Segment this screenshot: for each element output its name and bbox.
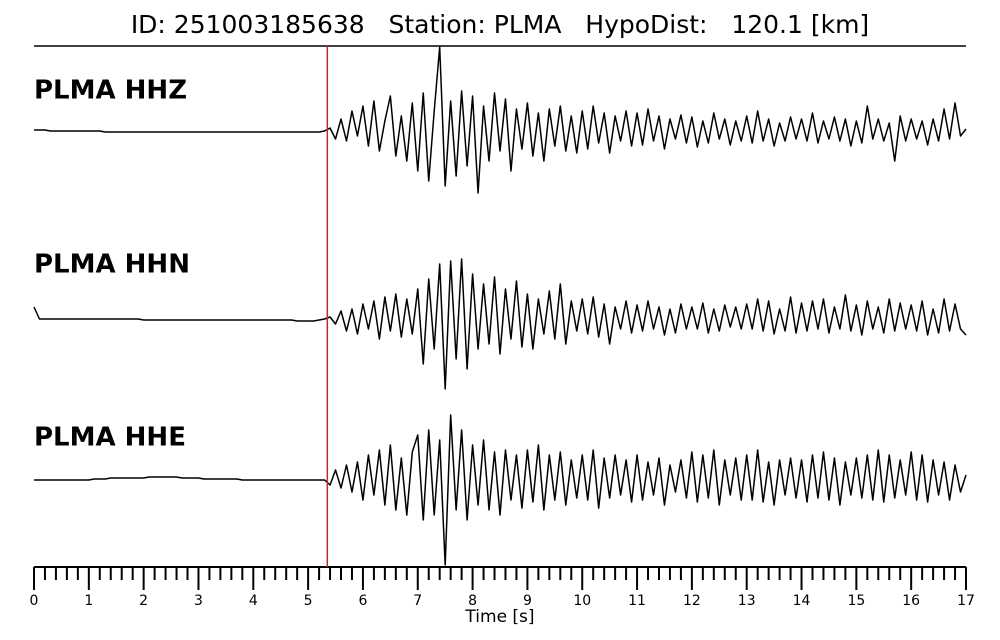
x-tick-label: 8 bbox=[468, 593, 477, 609]
x-tick-label: 14 bbox=[793, 593, 811, 609]
x-tick-label: 5 bbox=[304, 593, 313, 609]
waveform bbox=[33, 258, 967, 390]
x-tick-label: 6 bbox=[358, 593, 367, 609]
trace-label: PLMA HHE bbox=[34, 423, 186, 453]
x-tick-label: 12 bbox=[683, 593, 701, 609]
trace-label: PLMA HHZ bbox=[34, 76, 187, 106]
x-tick-label: 2 bbox=[139, 593, 148, 609]
trace-label: PLMA HHN bbox=[34, 250, 190, 280]
waveform bbox=[34, 414, 967, 566]
x-tick-label: 15 bbox=[847, 593, 865, 609]
x-axis-label: Time [s] bbox=[464, 607, 534, 627]
x-tick-label: 9 bbox=[523, 593, 532, 609]
chart-title: ID: 251003185638 Station: PLMA HypoDist:… bbox=[131, 10, 869, 39]
x-tick-label: 10 bbox=[573, 593, 591, 609]
x-tick-label: 3 bbox=[194, 593, 203, 609]
x-tick-label: 17 bbox=[957, 593, 975, 609]
x-tick-label: 13 bbox=[738, 593, 756, 609]
x-tick-label: 11 bbox=[628, 593, 646, 609]
x-tick-label: 1 bbox=[84, 593, 93, 609]
x-tick-label: 4 bbox=[249, 593, 258, 609]
x-tick-label: 7 bbox=[413, 593, 422, 609]
waveform bbox=[34, 46, 967, 194]
x-tick-label: 16 bbox=[902, 593, 920, 609]
x-tick-label: 0 bbox=[30, 593, 39, 609]
